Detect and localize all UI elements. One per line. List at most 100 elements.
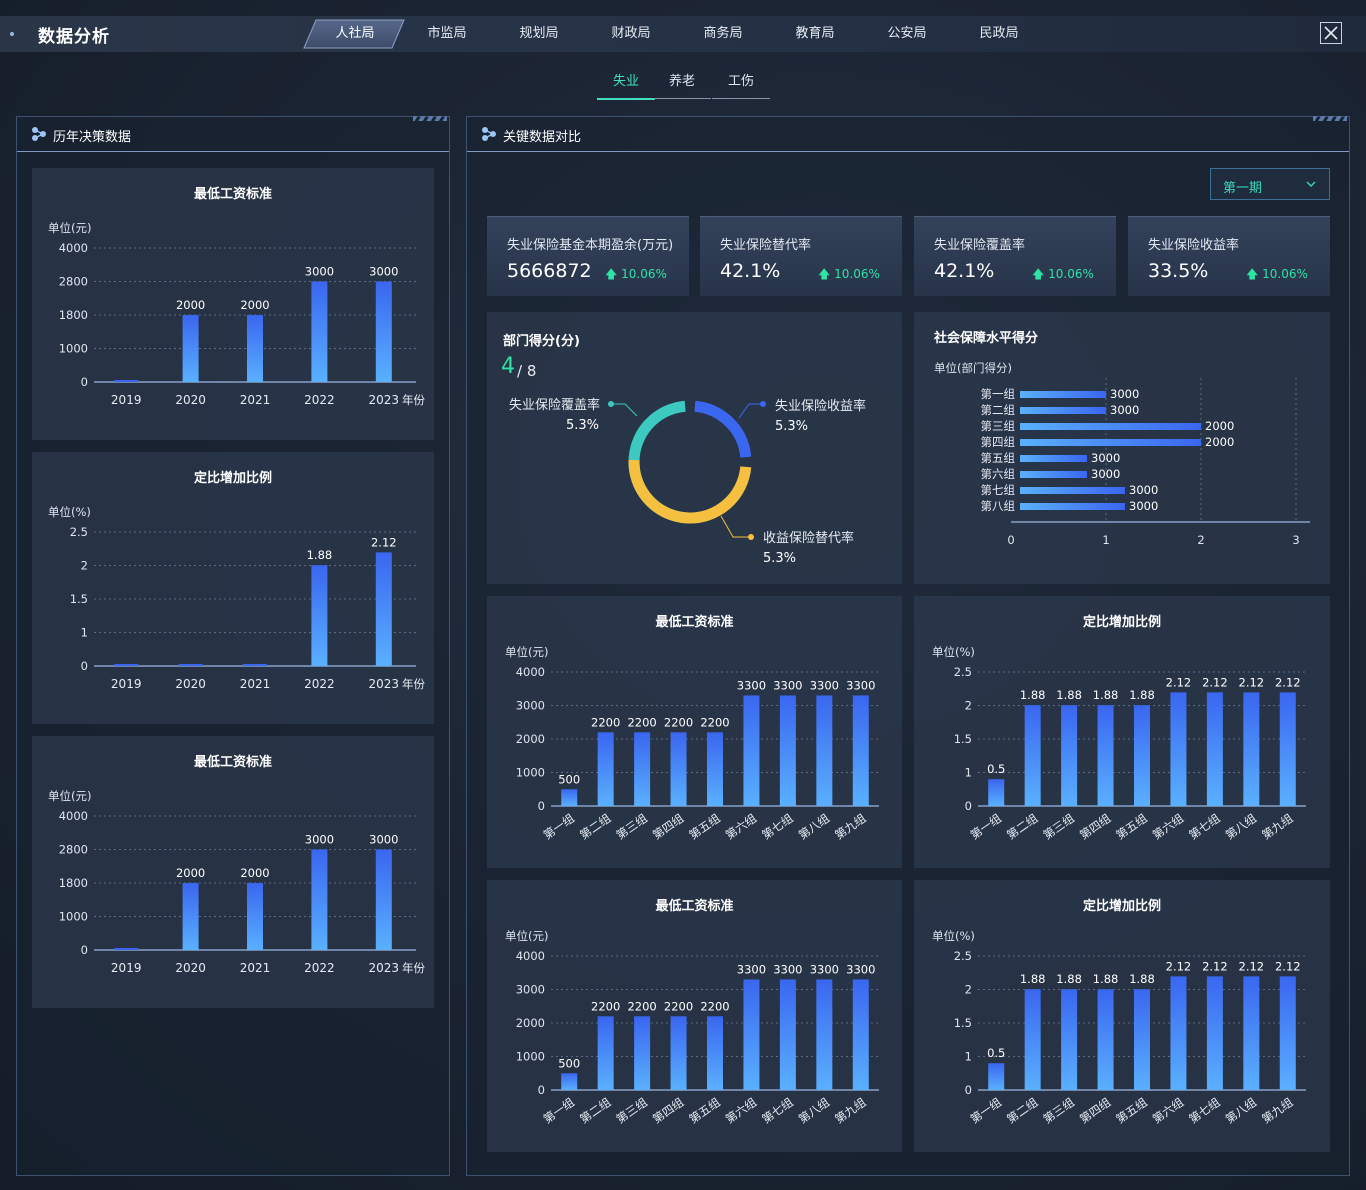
bar	[1134, 705, 1150, 806]
kpi-label: 失业保险收益率	[1148, 238, 1240, 253]
tab-rensheju[interactable]: 人社局	[335, 26, 375, 41]
x-tick-label: 2020	[175, 393, 206, 407]
tab-guihuaju[interactable]: 规划局	[519, 26, 559, 41]
kpi-card-coverage-rate: 失业保险覆盖率 42.1% 🡅 10.06%	[914, 216, 1116, 296]
close-button[interactable]	[1320, 22, 1342, 44]
chart-title: 定比增加比例	[193, 470, 272, 486]
x-tick-label: 2	[1197, 533, 1204, 547]
bar-value-label: 1.88	[1020, 688, 1046, 702]
y-tick-label: 第二组	[981, 403, 1016, 417]
subtab-shiye[interactable]: 失业	[597, 70, 655, 100]
bar-value-label: 3000	[1129, 483, 1158, 497]
x-tick-label: 2023	[369, 677, 400, 691]
tab-minzhengju[interactable]: 民政局	[979, 26, 1019, 41]
tab-caizhengju[interactable]: 财政局	[611, 26, 651, 41]
bar-value-label: 2000	[176, 866, 205, 880]
bar-value-label: 2000	[176, 298, 205, 312]
kpi-change-value: 10.06%	[1262, 267, 1308, 281]
bar-value-label: 2000	[1205, 435, 1234, 449]
bar-value-label: 2.12	[1166, 675, 1192, 689]
bar-value-label: 2200	[664, 999, 693, 1013]
x-tick-label: 0	[1007, 533, 1014, 547]
kpi-change-value: 10.06%	[1048, 267, 1094, 281]
x-tick-label: 第七组	[759, 1095, 796, 1127]
bar-value-label: 2.12	[1239, 959, 1265, 973]
y-tick-label: 4000	[59, 241, 88, 255]
panel-decoration	[1313, 116, 1347, 121]
x-tick-label: 3	[1292, 533, 1299, 547]
bar	[1020, 503, 1125, 510]
bar	[311, 565, 328, 666]
bar-value-label: 2.12	[1202, 959, 1228, 973]
x-tick-label: 第三组	[614, 811, 651, 843]
x-tick-label: 第二组	[1004, 1095, 1041, 1127]
bar	[852, 979, 869, 1090]
x-tick-label: 第四组	[650, 1095, 687, 1127]
y-tick-label: 0	[81, 659, 88, 673]
bar-value-label: 2200	[664, 715, 693, 729]
bar-value-label: 3000	[305, 265, 334, 279]
bar-value-label: 3300	[737, 962, 766, 976]
bar	[1020, 471, 1087, 478]
period-select-value: 第一期	[1223, 181, 1263, 196]
bar	[852, 695, 869, 806]
y-axis-label: 单位(元)	[48, 789, 91, 803]
y-tick-label: 2800	[59, 275, 88, 289]
dept-score-card: 部门得分(分) 4 / 8 失业保险覆盖率 5.3% 失业保险收益率 5.3% 收益保险…	[487, 312, 902, 584]
y-tick-label: 1.5	[954, 1016, 972, 1030]
period-select[interactable]: 第一期	[1210, 168, 1330, 200]
x-tick-label: 第四组	[650, 811, 687, 843]
subtab-yanglao[interactable]: 养老	[653, 70, 711, 99]
y-tick-label: 1.5	[954, 732, 972, 746]
y-tick-label: 1000	[516, 766, 545, 780]
tab-shangwuju[interactable]: 商务局	[703, 26, 743, 41]
leader-dot	[748, 534, 754, 540]
bar-value-label: 0.5	[987, 1046, 1005, 1060]
x-tick-label: 2021	[240, 961, 271, 975]
subtab-gongshang[interactable]: 工伤	[712, 70, 770, 99]
y-tick-label: 2.5	[70, 525, 88, 539]
chart-card-ratio-history: 定比增加比例 单位(%) 0 1 1.5 2 2.5 2019 2020 2021 1.88 2022…	[32, 452, 434, 724]
dept-score-total: / 8	[517, 362, 537, 380]
x-tick-label: 2023	[369, 961, 400, 975]
leader-dot	[760, 401, 766, 407]
bar	[1061, 705, 1078, 806]
y-tick-label: 2.5	[954, 665, 972, 679]
bar-value-label: 3300	[810, 678, 839, 692]
tab-jiaoyuju[interactable]: 教育局	[795, 26, 835, 41]
tab-gonganju[interactable]: 公安局	[887, 26, 927, 41]
chart-title: 最低工资标准	[655, 898, 733, 914]
bar	[1061, 989, 1078, 1090]
tab-shijianju[interactable]: 市监局	[427, 26, 467, 41]
x-tick-label: 第五组	[686, 811, 723, 843]
x-tick-label: 第二组	[1004, 811, 1041, 843]
close-icon	[1324, 26, 1338, 40]
x-tick-label: 2019	[111, 393, 142, 407]
y-tick-label: 2000	[516, 732, 545, 746]
x-tick-label: 第六组	[723, 811, 760, 843]
bar-value-label: 3000	[1110, 387, 1139, 401]
x-tick-label: 2019	[111, 961, 142, 975]
y-tick-label: 2	[81, 559, 88, 573]
kpi-label: 失业保险覆盖率	[934, 238, 1026, 253]
x-tick-label: 第五组	[1113, 811, 1150, 843]
kpi-label: 失业保险基金本期盈余(万元)	[507, 238, 674, 253]
panel-title: 历年决策数据	[53, 130, 132, 145]
arrow-up-icon: 🡅	[1032, 267, 1049, 281]
bar	[1134, 989, 1150, 1090]
kpi-change: 🡅 10.06%	[1032, 265, 1094, 286]
bar	[988, 779, 1005, 806]
bar	[561, 789, 578, 806]
donut-slice	[628, 400, 689, 524]
bar-value-label: 1.88	[1056, 972, 1082, 986]
chart-title: 最低工资标准	[194, 754, 272, 770]
slice-label: 5.3%	[775, 419, 808, 434]
bar-value-label: 1.88	[307, 548, 333, 562]
bar	[247, 315, 263, 382]
share-node-icon	[482, 127, 496, 141]
x-tick-label: 第一组	[541, 811, 578, 843]
bar-value-label: 1.88	[1093, 688, 1119, 702]
bar	[670, 1016, 687, 1090]
